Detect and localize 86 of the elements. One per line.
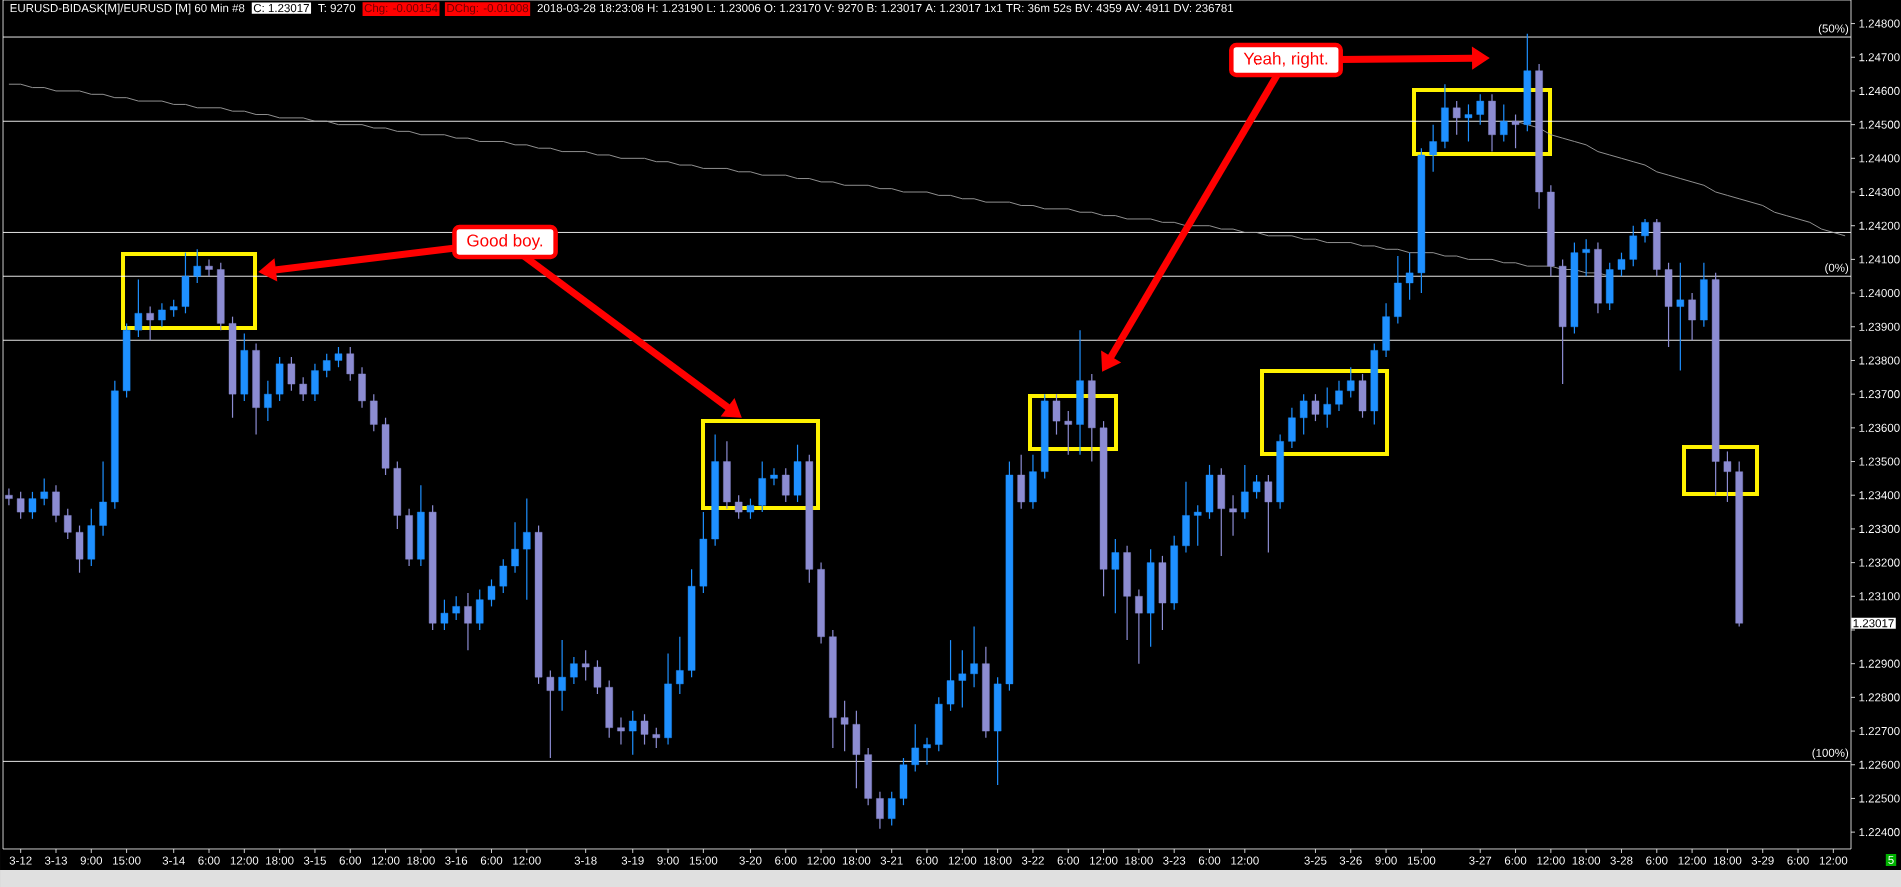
- x-tick-label: 6:00: [1198, 856, 1221, 865]
- x-tick-label: 6:00: [1057, 856, 1080, 865]
- text: 5: [1888, 855, 1894, 864]
- x-tick-label: 3-22: [1021, 856, 1044, 865]
- annotation: Good boy.: [467, 234, 543, 250]
- y-tick-label: 1.22500: [1859, 794, 1900, 803]
- y-tick-label: 1.23800: [1859, 356, 1900, 365]
- x-tick-label: 12:00: [1819, 856, 1848, 865]
- text: 1.23017: [1853, 619, 1894, 628]
- x-tick-label: 6:00: [339, 856, 361, 865]
- x-tick-label: 18:00: [842, 856, 871, 865]
- x-tick-label: 3-13: [44, 856, 67, 865]
- x-tick-label: 6:00: [775, 856, 797, 865]
- y-tick-label: 1.22400: [1859, 828, 1900, 837]
- x-tick-label: 18:00: [1125, 856, 1153, 865]
- x-tick-label: 6:00: [916, 856, 938, 865]
- annotation: 2018-03-28 18:23:08 H: 1.23190 L: 1.23006 O: 1.23170 V: 9270 B: 1.23017 A: 1.23017 1x1 TR: 36m 52s BV: 4359 AV: 4911 DV: 236781: [537, 3, 1234, 13]
- x-tick-label: 6:00: [1646, 856, 1668, 865]
- x-tick-label: 3-20: [739, 856, 762, 865]
- annotation: Yeah, right.: [1243, 52, 1328, 68]
- x-tick-label: 3-18: [574, 856, 597, 865]
- x-tick-label: 3-26: [1339, 856, 1362, 865]
- annotation: (100%): [1812, 748, 1849, 760]
- x-tick-label: 18:00: [984, 856, 1012, 865]
- x-tick-label: 12:00: [372, 856, 400, 865]
- y-tick-label: 1.23500: [1859, 457, 1900, 466]
- y-tick-label: 1.22700: [1859, 727, 1900, 736]
- y-tick-label: 1.23600: [1859, 423, 1900, 432]
- y-tick-label: 1.24800: [1859, 19, 1900, 28]
- y-tick-label: 1.24200: [1859, 221, 1900, 230]
- y-tick-label: 1.23700: [1859, 390, 1900, 399]
- annotation: DChg: -0.01008: [447, 3, 529, 15]
- y-tick-label: 1.22800: [1859, 693, 1900, 702]
- y-tick-label: 1.24500: [1859, 120, 1900, 129]
- x-tick-label: 15:00: [689, 856, 718, 865]
- y-tick-label: 1.23400: [1859, 491, 1900, 500]
- x-tick-label: 15:00: [113, 856, 141, 865]
- y-tick-label: 1.23300: [1859, 524, 1900, 533]
- y-tick-label: 1.22900: [1859, 659, 1900, 668]
- y-tick-label: 1.24600: [1859, 86, 1900, 96]
- x-tick-label: 12:00: [1678, 856, 1707, 865]
- x-tick-label: 3-15: [303, 856, 326, 865]
- y-tick-label: 1.22600: [1859, 760, 1900, 769]
- x-tick-label: 12:00: [807, 856, 836, 865]
- y-tick-label: 1.24100: [1859, 255, 1900, 264]
- x-tick-label: 12:00: [1231, 856, 1259, 865]
- y-tick-label: 1.24300: [1859, 187, 1900, 197]
- x-tick-label: 3-25: [1304, 856, 1327, 865]
- y-tick-label: 1.23900: [1859, 322, 1900, 331]
- x-tick-label: 12:00: [1537, 856, 1565, 865]
- x-tick-label: 12:00: [513, 856, 541, 865]
- x-tick-label: 3-14: [162, 856, 185, 865]
- x-tick-label: 3-27: [1469, 856, 1492, 865]
- x-tick-label: 3-23: [1163, 856, 1186, 865]
- x-tick-label: 18:00: [266, 856, 294, 865]
- y-tick-label: 1.23200: [1859, 558, 1900, 567]
- x-tick-label: 3-16: [445, 856, 468, 865]
- x-tick-label: 18:00: [1572, 856, 1601, 865]
- x-tick-label: 6:00: [1504, 856, 1527, 865]
- annotation: (0%): [1825, 263, 1849, 275]
- x-tick-label: 12:00: [948, 856, 977, 865]
- x-tick-label: 18:00: [1713, 856, 1742, 865]
- x-tick-label: 3-19: [621, 856, 644, 865]
- x-tick-label: 9:00: [657, 856, 679, 865]
- x-tick-label: 3-29: [1751, 856, 1774, 865]
- x-tick-label: 15:00: [1407, 856, 1436, 865]
- x-tick-label: 3-12: [9, 856, 32, 865]
- x-tick-label: 12:00: [230, 856, 259, 865]
- x-tick-label: 6:00: [480, 856, 503, 865]
- x-tick-label: 6:00: [198, 856, 220, 865]
- y-tick-label: 1.24000: [1859, 289, 1900, 298]
- x-tick-label: 12:00: [1090, 856, 1118, 865]
- y-tick-label: 1.24400: [1859, 154, 1900, 163]
- annotation: C: 1.23017: [253, 3, 309, 13]
- x-tick-label: 9:00: [1375, 856, 1397, 865]
- x-tick-label: 3-21: [880, 856, 903, 865]
- annotation: (50%): [1818, 24, 1849, 35]
- x-tick-label: 6:00: [1787, 856, 1809, 865]
- chart-title: EURUSD-BIDASK[M]/EURUSD [M] 60 Min #8: [10, 3, 245, 15]
- x-tick-label: 9:00: [80, 856, 103, 865]
- y-tick-label: 1.23100: [1859, 592, 1900, 601]
- annotation: T: 9270: [318, 3, 356, 13]
- y-tick-label: 1.24700: [1859, 53, 1900, 62]
- x-tick-label: 18:00: [407, 856, 435, 865]
- annotation: Chg: -0.00154: [364, 3, 438, 15]
- x-tick-label: 3-28: [1610, 856, 1633, 865]
